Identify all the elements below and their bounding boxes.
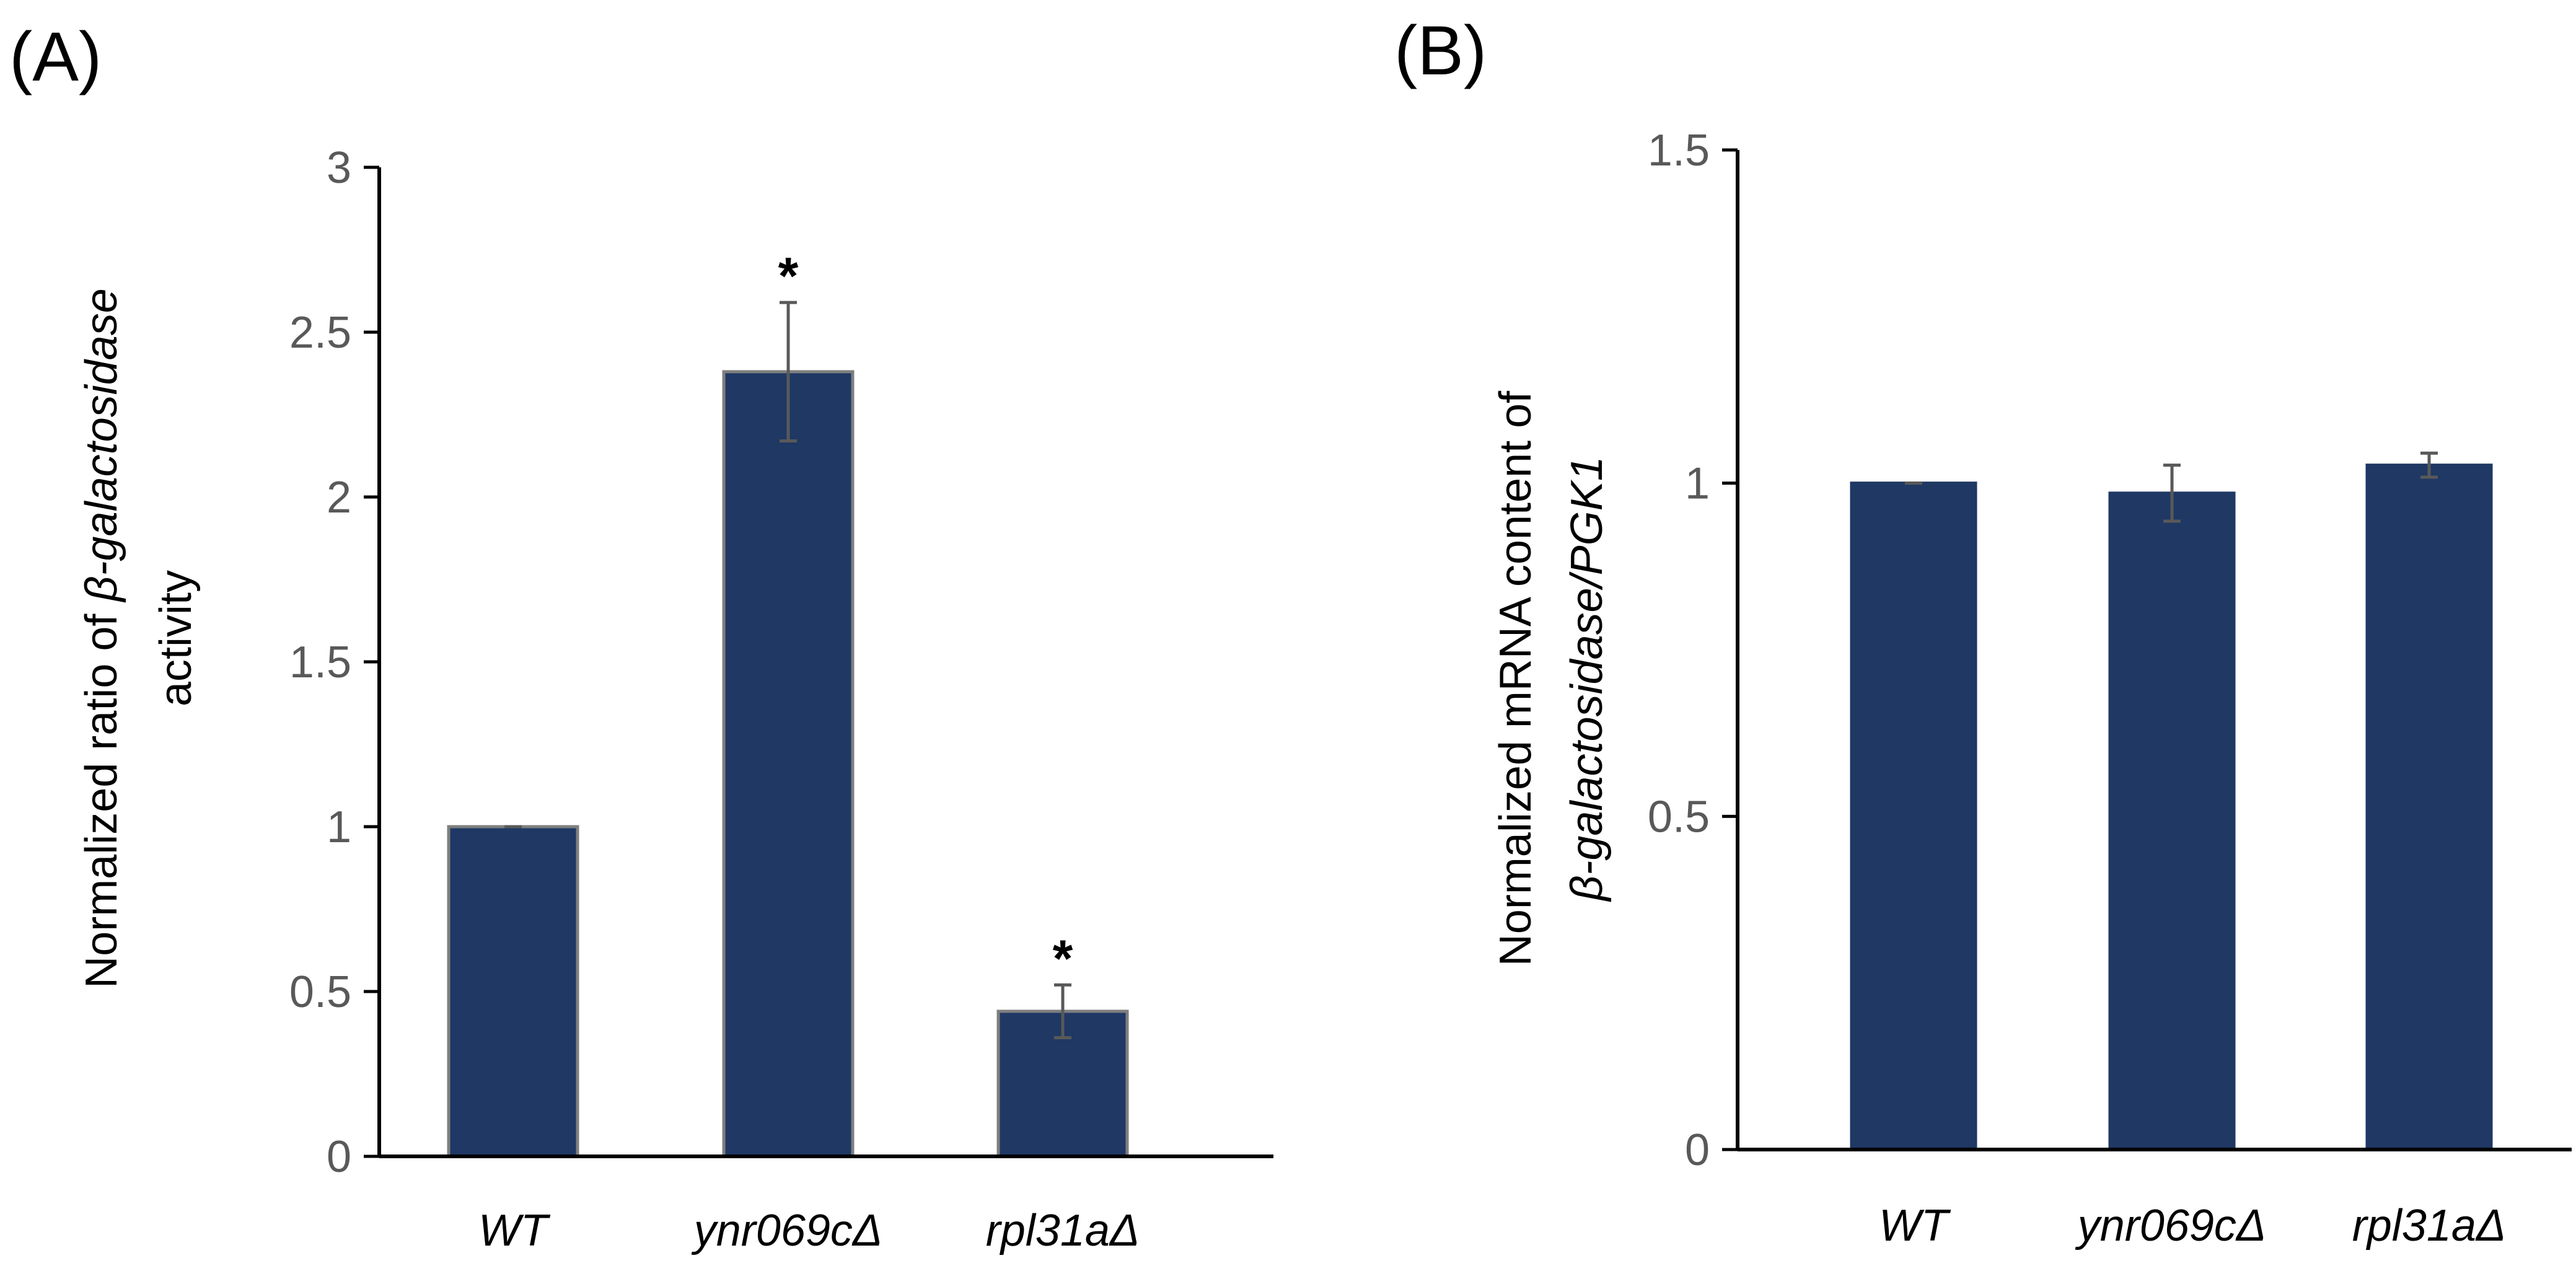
panel-a-significance-2: * xyxy=(778,247,799,305)
panel-a-category-label-1: WT xyxy=(478,1206,551,1256)
panel-a-y-axis-title: Normalized ratio of β-galactosidase acti… xyxy=(77,288,201,988)
panel-b-label: (B) xyxy=(1394,12,1487,89)
panel-b-y-axis-title-line1: Normalized mRNA content of xyxy=(1491,390,1541,966)
panel-a-bars: ** xyxy=(447,247,1129,1158)
panel-a-significance-3: * xyxy=(1053,929,1073,987)
panel-b-axes xyxy=(1736,150,2572,1151)
panel-a-category-label-2: ynr069cΔ xyxy=(691,1206,882,1256)
panel-a-error-bar-3 xyxy=(1054,983,1071,1039)
panel-b-ticks: 0 0.5 1 1.5 xyxy=(1648,126,1738,1175)
panel-b-bars xyxy=(1850,451,2493,1151)
panel-b-y-axis-title-line2: β-galactosidase/PGK1 xyxy=(1562,456,1612,902)
panel-a-y-tick-label: 0 xyxy=(327,1132,351,1182)
panel-a-ticks: 0 0.5 1 1.5 2 2.5 3 xyxy=(289,143,379,1182)
panel-b-y-axis-title: Normalized mRNA content of β-galactosida… xyxy=(1491,390,1612,966)
panel-b-y-tick-label: 0.5 xyxy=(1648,792,1710,842)
panel-a-bar-2 xyxy=(722,370,855,1158)
panel-b-bar-1 xyxy=(1850,482,1977,1151)
panel-a-category-label-3: rpl31aΔ xyxy=(986,1206,1140,1256)
panel-a-y-tick-label: 1 xyxy=(327,803,351,852)
panel-b-category-label-1: WT xyxy=(1879,1201,1951,1251)
panel-a-y-tick-label: 2 xyxy=(327,473,351,522)
panel-b-chart: (B) Normalized mRNA content of β-galacto… xyxy=(1394,12,2572,1251)
panel-b-y-tick-label: 1 xyxy=(1685,459,1710,509)
panel-a-bar-1 xyxy=(447,825,579,1158)
panel-b-bar-3 xyxy=(2365,464,2493,1151)
panel-b-category-label-2: ynr069cΔ xyxy=(2075,1201,2266,1251)
panel-a-chart: (A) Normalized ratio of β-galactosidase … xyxy=(9,18,1273,1256)
panel-a-y-axis-title-line2: activity xyxy=(151,570,201,706)
panel-b-error-bar-2 xyxy=(2163,464,2181,523)
panel-a-y-tick-label: 1.5 xyxy=(289,638,351,687)
panel-a-category-labels: WT ynr069cΔ rpl31aΔ xyxy=(478,1206,1140,1256)
panel-a-label: (A) xyxy=(9,18,102,95)
panel-a-y-axis-title-line1: Normalized ratio of β-galactosidase xyxy=(77,288,126,988)
panel-b-bar-2 xyxy=(2108,491,2236,1151)
panel-a-error-bar-2 xyxy=(780,301,797,443)
panel-b-y-tick-label: 0 xyxy=(1685,1125,1710,1175)
panel-b-category-labels: WT ynr069cΔ rpl31aΔ xyxy=(1879,1201,2506,1251)
panel-a-y-tick-label: 2.5 xyxy=(289,308,351,358)
panel-b-category-label-3: rpl31aΔ xyxy=(2352,1201,2506,1251)
panel-a-axes xyxy=(377,167,1273,1158)
panel-a-y-tick-label: 3 xyxy=(327,143,351,193)
panel-a-y-tick-label: 0.5 xyxy=(289,967,351,1017)
panel-b-error-bar-3 xyxy=(2420,451,2438,479)
panel-b-y-tick-label: 1.5 xyxy=(1648,126,1710,175)
